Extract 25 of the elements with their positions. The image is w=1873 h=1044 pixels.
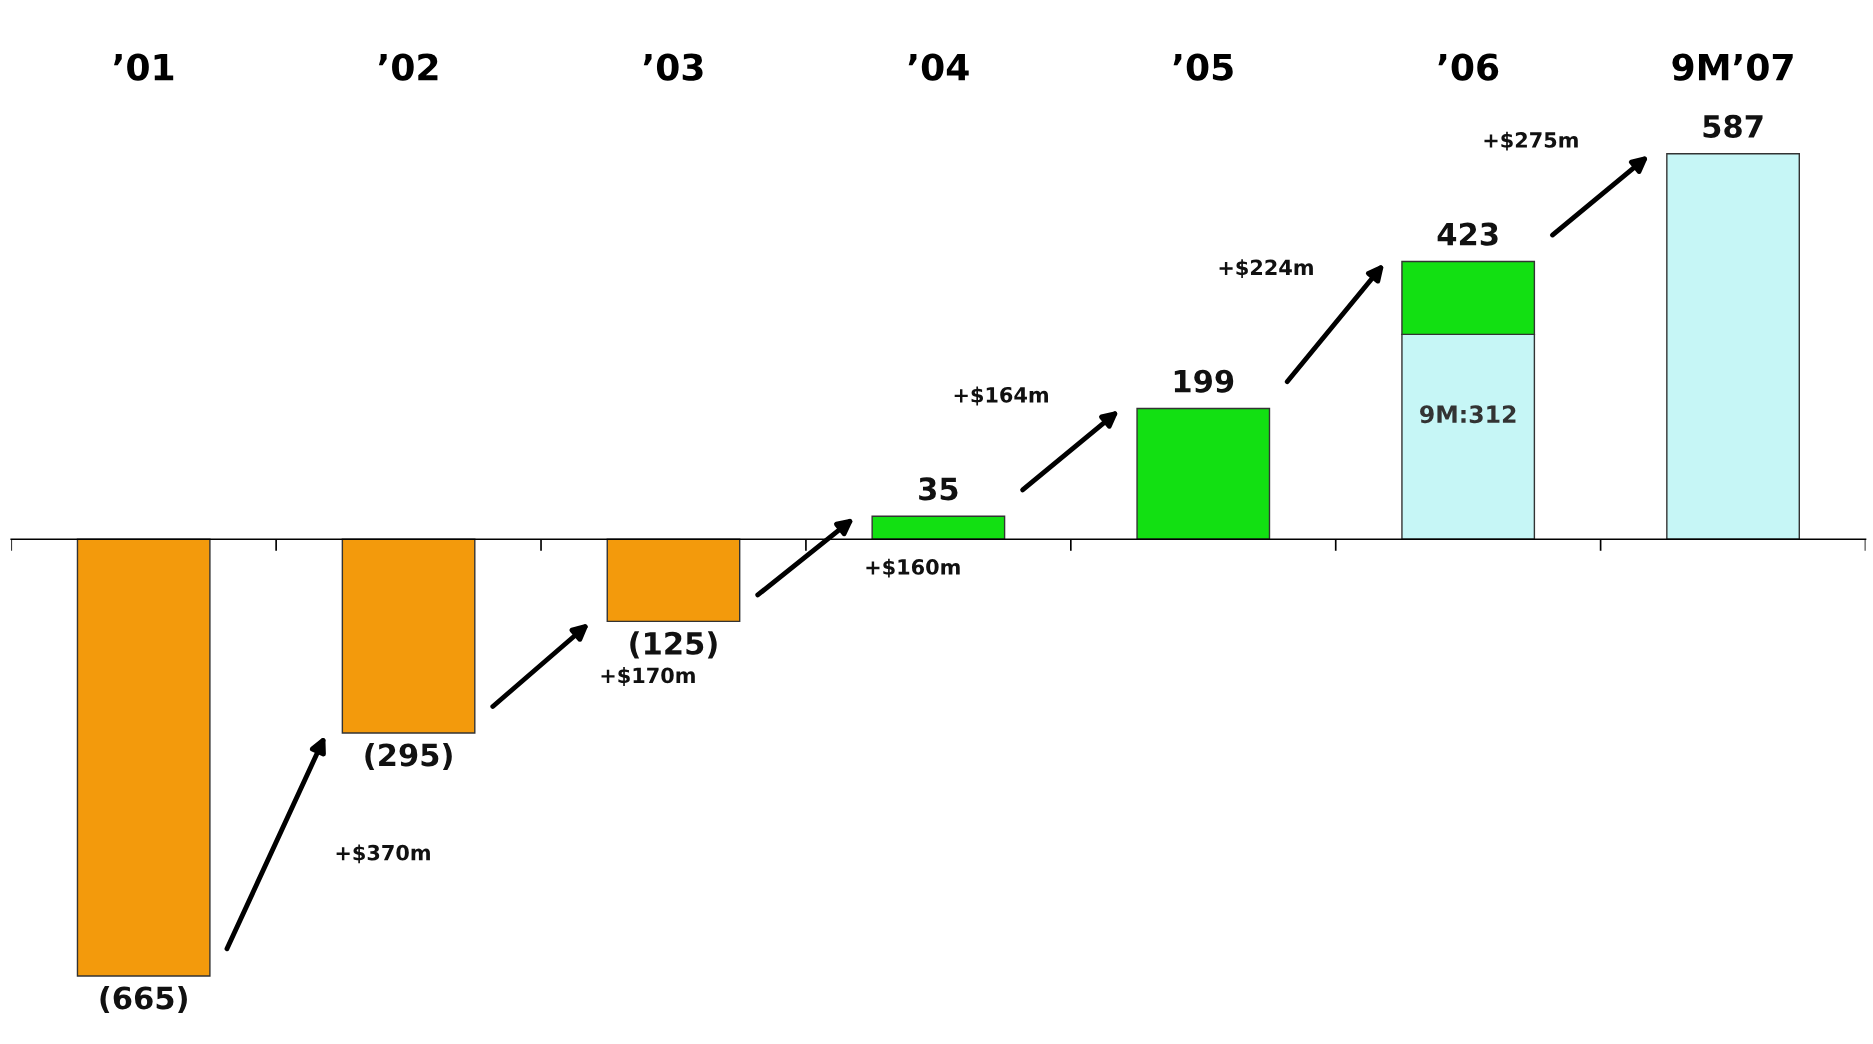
annotation: +$370m bbox=[336, 844, 430, 864]
x-tick-label: ’05 bbox=[1173, 53, 1233, 81]
total-label: (665) bbox=[100, 985, 187, 1014]
annotation: +$224m bbox=[1219, 259, 1313, 279]
x-tick-label: ’01 bbox=[113, 53, 174, 81]
total-label: 35 bbox=[919, 477, 958, 501]
x-tick-label: ’02 bbox=[378, 53, 438, 81]
total-label: 199 bbox=[1174, 369, 1234, 393]
x-tick-label: ’06 bbox=[1438, 53, 1499, 81]
annotation: +$160m bbox=[866, 558, 960, 578]
total-label: (295) bbox=[365, 742, 452, 771]
x-tick-label: 9M’07 bbox=[1672, 53, 1793, 81]
annotation: +$170m bbox=[601, 667, 695, 686]
bar bbox=[76, 538, 211, 977]
x-tick-label: ’03 bbox=[643, 53, 703, 81]
x-tick-label: ’04 bbox=[908, 53, 969, 81]
bar bbox=[341, 538, 476, 734]
total-label: (125) bbox=[630, 631, 717, 659]
annotation: +$164m bbox=[954, 386, 1048, 406]
total-label: 423 bbox=[1437, 222, 1498, 246]
text: +$275m bbox=[1484, 131, 1578, 151]
data-label: 9M:312 bbox=[1420, 405, 1516, 424]
total-label: 587 bbox=[1703, 114, 1763, 138]
bar bbox=[606, 538, 741, 623]
bar bbox=[1666, 153, 1800, 540]
